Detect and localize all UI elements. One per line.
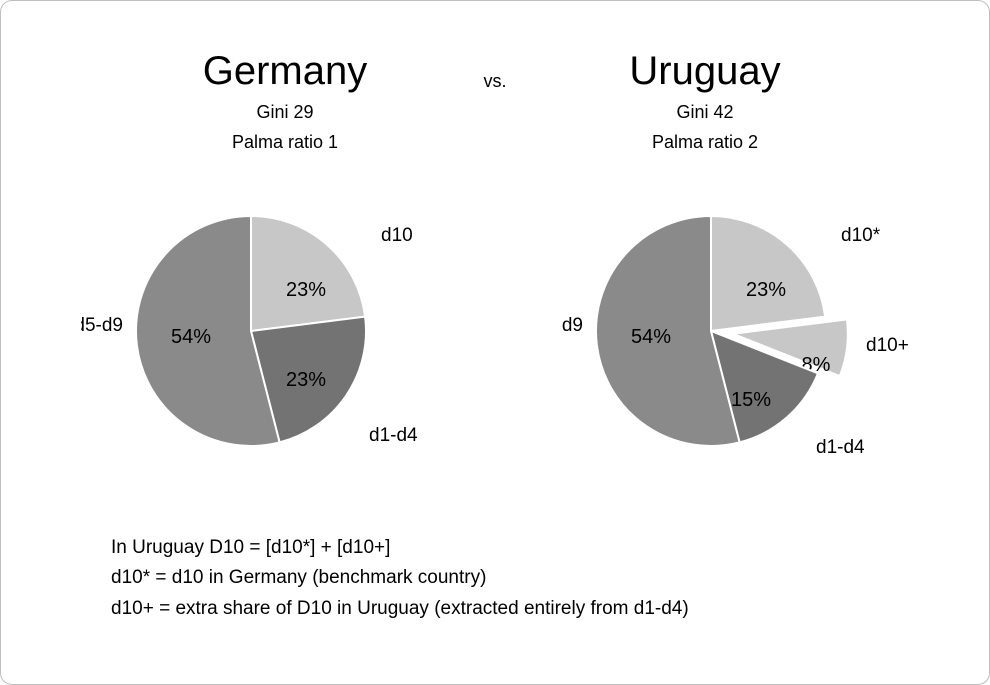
pie-slice [711, 216, 825, 331]
footnote-line: d10* = d10 in Germany (benchmark country… [111, 563, 689, 593]
charts-row: 23%d1023%d1-d454%d5-d9 23%d10*8%d10+15%d… [1, 191, 989, 491]
left-palma: Palma ratio 1 [75, 130, 495, 154]
slice-percent: 54% [171, 326, 211, 348]
right-title-block: Uruguay Gini 42 Palma ratio 2 [495, 49, 915, 155]
left-gini: Gini 29 [75, 100, 495, 124]
slice-label: d1-d4 [816, 437, 865, 458]
slice-label: d5-d9 [81, 315, 123, 336]
slice-percent: 23% [286, 369, 326, 391]
left-pie-chart: 23% d10 23% d1-d4 54% d5-d9 [81, 191, 501, 471]
titles-row: Germany Gini 29 Palma ratio 1 Uruguay Gi… [1, 49, 989, 155]
slice-percent: 15% [731, 389, 771, 411]
right-pie-holder: 23%d10*8%d10+15%d1-d454%d5-d9 [561, 191, 981, 471]
slice-label: d1-d4 [369, 425, 418, 446]
right-palma: Palma ratio 2 [495, 130, 915, 154]
left-title-block: Germany Gini 29 Palma ratio 1 [75, 49, 495, 155]
slice-label: d10* [841, 225, 881, 246]
left-pie-holder: 23% d10 23% d1-d4 54% d5-d9 [81, 191, 501, 471]
footnotes: In Uruguay D10 = [d10*] + [d10+] d10* = … [111, 533, 689, 624]
slice-label: d5-d9 [561, 315, 583, 336]
right-country: Uruguay [495, 49, 915, 94]
vs-label: vs. [483, 71, 506, 92]
footnote-line: d10+ = extra share of D10 in Uruguay (ex… [111, 594, 689, 624]
slice-percent: 23% [746, 279, 786, 301]
right-gini: Gini 42 [495, 100, 915, 124]
left-country: Germany [75, 49, 495, 94]
slice-label: d10 [381, 225, 413, 246]
slice-percent: 23% [286, 279, 326, 301]
right-pie-chart: 23%d10*8%d10+15%d1-d454%d5-d9 [561, 191, 981, 471]
slice-label: d10+ [866, 335, 909, 356]
pie-slice [251, 216, 365, 331]
footnote-line: In Uruguay D10 = [d10*] + [d10+] [111, 533, 689, 563]
slice-percent: 54% [631, 326, 671, 348]
